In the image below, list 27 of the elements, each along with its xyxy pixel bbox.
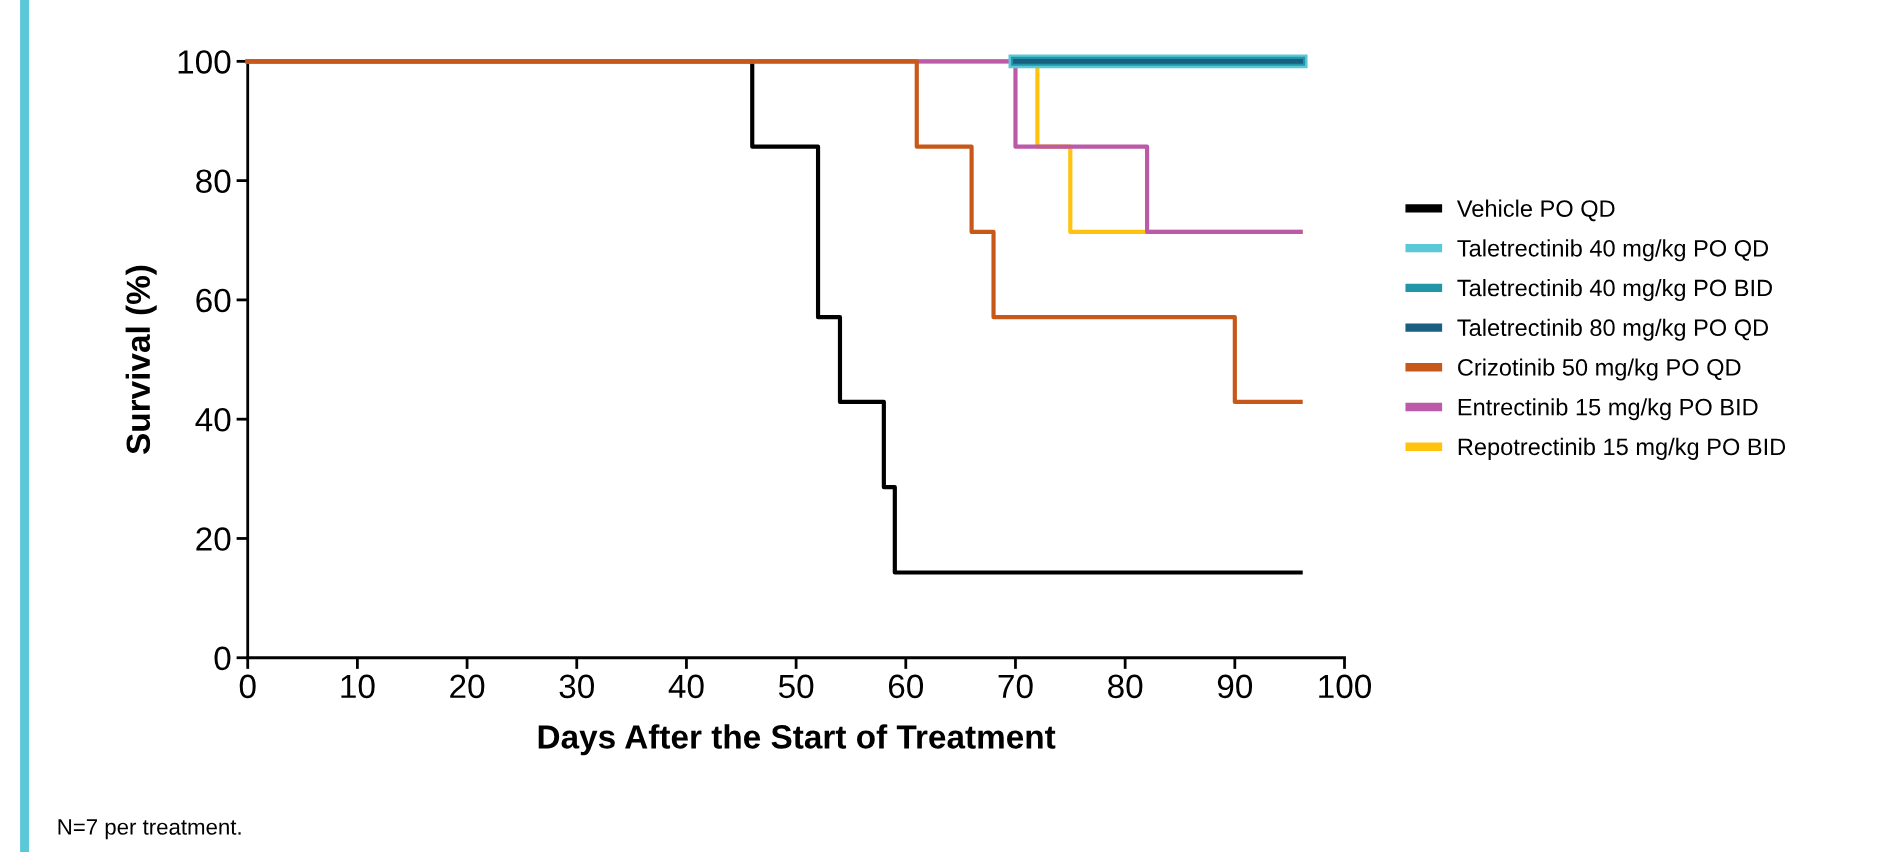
- x-axis-title: Days After the Start of Treatment: [538, 724, 1056, 756]
- x-tick-label: 0: [239, 674, 256, 699]
- y-tick-label: 20: [196, 527, 231, 551]
- x-tick-label: 50: [778, 674, 814, 699]
- x-tick-label: 90: [1217, 674, 1253, 699]
- y-axis-title: Survival (%): [125, 265, 157, 454]
- x-tick-label: 80: [1108, 674, 1143, 699]
- legend-label: Entrectinib 15 mg/kg PO BID: [1458, 398, 1758, 421]
- y-tick-label: 100: [178, 50, 231, 74]
- x-tick-label: 100: [1319, 674, 1372, 699]
- y-tick-label: 60: [196, 288, 231, 313]
- x-tick-label: 30: [559, 674, 594, 699]
- legend-label: Repotrectinib 15 mg/kg PO BID: [1458, 437, 1786, 460]
- legend-label: Crizotinib 50 mg/kg PO QD: [1458, 358, 1741, 381]
- text: N=7 per treatment.: [58, 819, 241, 840]
- legend-label: Vehicle PO QD: [1456, 199, 1615, 222]
- y-tick-label: 80: [196, 169, 231, 194]
- x-tick-label: 10: [341, 674, 375, 699]
- x-tick-label: 40: [668, 674, 704, 699]
- x-tick-label: 70: [998, 674, 1033, 699]
- y-tick-label: 40: [195, 407, 231, 432]
- y-tick-label: 0: [214, 646, 231, 671]
- legend-label: Taletrectinib 40 mg/kg PO QD: [1457, 239, 1769, 262]
- x-tick-label: 20: [450, 674, 485, 699]
- x-tick-label: 60: [888, 674, 924, 699]
- legend-label: Taletrectinib 40 mg/kg PO BID: [1457, 279, 1772, 302]
- legend-label: Taletrectinib 80 mg/kg PO QD: [1457, 318, 1769, 341]
